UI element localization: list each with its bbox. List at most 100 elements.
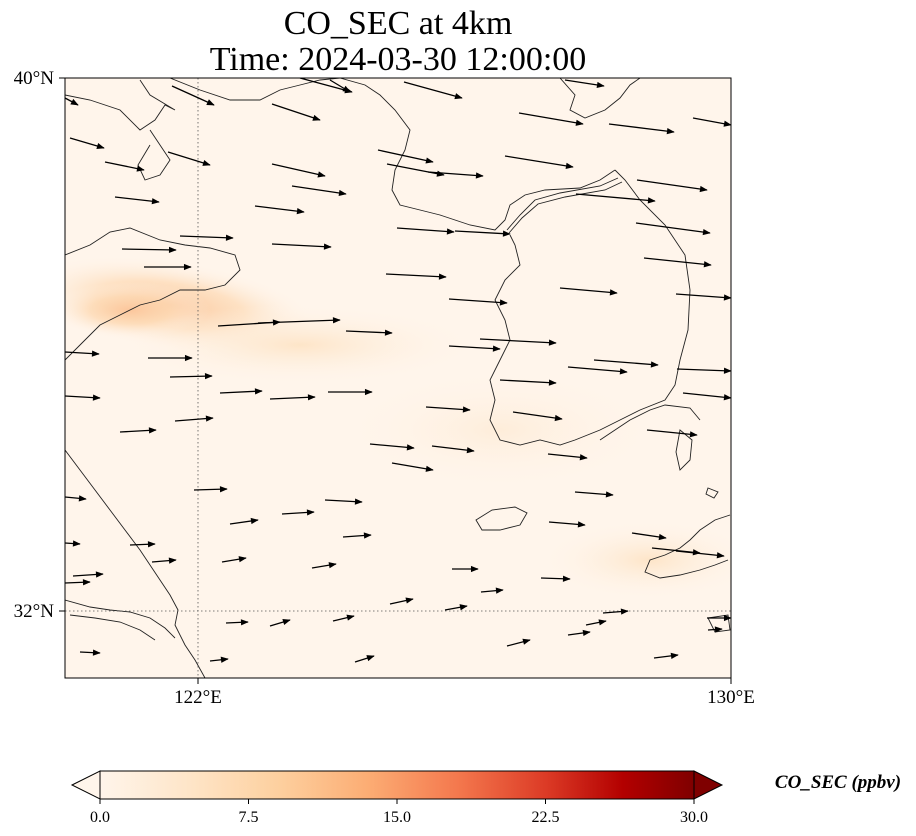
colorbar-tick-3: 22.5 bbox=[532, 809, 560, 826]
wind-vector bbox=[682, 392, 731, 401]
colorbar-tick-0: 0.0 bbox=[90, 809, 110, 826]
wind-vector bbox=[229, 517, 259, 525]
wind-vector bbox=[575, 193, 656, 204]
wind-vector bbox=[454, 230, 511, 237]
wind-vector bbox=[518, 112, 584, 126]
wind-vector bbox=[65, 97, 79, 106]
map-subtitle-time: Time: 2024-03-30 12:00:00 bbox=[209, 41, 587, 78]
gridlines bbox=[65, 78, 731, 678]
colorbar-tick-1: 7.5 bbox=[239, 809, 259, 826]
wind-vector bbox=[167, 151, 211, 166]
wind-vector bbox=[254, 205, 305, 215]
wind-vector bbox=[631, 532, 667, 541]
wind-vector bbox=[675, 293, 731, 301]
wind-vector bbox=[114, 196, 160, 205]
wind-vector bbox=[104, 161, 145, 172]
colorbar-extend-max bbox=[693, 770, 724, 800]
wind-vector bbox=[675, 550, 725, 559]
wind-vector bbox=[271, 163, 326, 178]
wind-vector bbox=[65, 495, 87, 502]
colorbar-label: CO_SEC (ppbv) bbox=[775, 772, 901, 793]
wind-vector bbox=[427, 171, 484, 179]
wind-vector bbox=[119, 427, 157, 434]
lon-tick-label-122: 122°E bbox=[174, 687, 222, 708]
lat-tick-label-32: 32°N bbox=[14, 601, 55, 622]
wind-vector-field bbox=[65, 78, 731, 663]
wind-vector bbox=[480, 587, 504, 594]
wind-vector bbox=[444, 604, 468, 611]
coastlines bbox=[65, 78, 731, 678]
wind-vector bbox=[608, 123, 675, 135]
wind-vector bbox=[643, 257, 712, 268]
wind-vector bbox=[636, 179, 708, 193]
wind-vector bbox=[342, 532, 372, 539]
wind-vector bbox=[448, 345, 501, 352]
wind-vector bbox=[707, 626, 723, 633]
wind-vector bbox=[69, 137, 105, 150]
wind-vector bbox=[425, 406, 471, 413]
wind-vector bbox=[79, 649, 101, 656]
colorbar-gradient bbox=[99, 770, 695, 800]
wind-vector bbox=[559, 287, 618, 296]
wind-vector bbox=[169, 373, 213, 380]
wind-vector bbox=[385, 273, 447, 280]
wind-vector bbox=[653, 652, 679, 659]
colorbar-tick-2: 15.0 bbox=[383, 809, 411, 826]
wind-vector bbox=[281, 509, 315, 516]
wind-vector bbox=[403, 81, 463, 100]
wind-vector bbox=[547, 453, 588, 461]
wind-vector bbox=[174, 415, 214, 422]
wind-vector bbox=[271, 243, 332, 250]
wind-vector bbox=[479, 338, 557, 346]
wind-vector bbox=[585, 619, 607, 626]
map-panel bbox=[64, 77, 732, 679]
wind-vector bbox=[564, 79, 605, 89]
wind-vector bbox=[225, 619, 249, 626]
wind-vector bbox=[332, 614, 355, 622]
wind-vector bbox=[448, 298, 508, 306]
wind-vector bbox=[72, 571, 104, 578]
wind-vector bbox=[512, 411, 563, 422]
wind-vector bbox=[504, 155, 574, 169]
wind-vector bbox=[389, 597, 414, 605]
lat-tick-label-40: 40°N bbox=[14, 68, 55, 89]
colorbar-extend-min bbox=[70, 770, 101, 800]
wind-vector bbox=[676, 367, 731, 374]
wind-vector bbox=[540, 575, 571, 582]
wind-vector bbox=[391, 462, 434, 472]
wind-vector bbox=[386, 163, 445, 177]
wind-vector bbox=[193, 486, 228, 493]
wind-vector bbox=[377, 149, 434, 164]
wind-vector bbox=[171, 85, 215, 106]
wind-vector bbox=[65, 579, 91, 586]
wind-vector bbox=[567, 366, 628, 375]
wind-vector bbox=[635, 222, 711, 236]
wind-vector bbox=[646, 429, 698, 438]
wind-vector bbox=[65, 540, 81, 547]
wind-vector bbox=[221, 556, 247, 563]
wind-vector bbox=[257, 317, 341, 324]
wind-vector bbox=[574, 491, 614, 498]
axis-ticks bbox=[59, 77, 732, 684]
wind-vector bbox=[179, 234, 234, 241]
wind-vector bbox=[324, 498, 363, 505]
map-frame bbox=[64, 77, 732, 679]
wind-vector bbox=[506, 638, 531, 647]
wind-vector bbox=[602, 608, 629, 615]
wind-vector bbox=[121, 246, 177, 253]
wind-vector bbox=[311, 562, 337, 569]
wind-vector bbox=[692, 117, 731, 127]
wind-vector bbox=[431, 445, 475, 454]
wind-vector bbox=[499, 379, 557, 386]
wind-vector bbox=[291, 185, 347, 197]
lon-tick-label-130: 130°E bbox=[707, 687, 755, 708]
wind-vector bbox=[151, 557, 177, 564]
wind-vector bbox=[269, 394, 316, 401]
wind-vector bbox=[219, 388, 263, 395]
wind-vector bbox=[271, 103, 321, 121]
wind-vector bbox=[269, 619, 291, 627]
wind-vector bbox=[548, 521, 586, 528]
wind-vector bbox=[65, 350, 100, 357]
colorbar-tick-4: 30.0 bbox=[680, 809, 708, 826]
